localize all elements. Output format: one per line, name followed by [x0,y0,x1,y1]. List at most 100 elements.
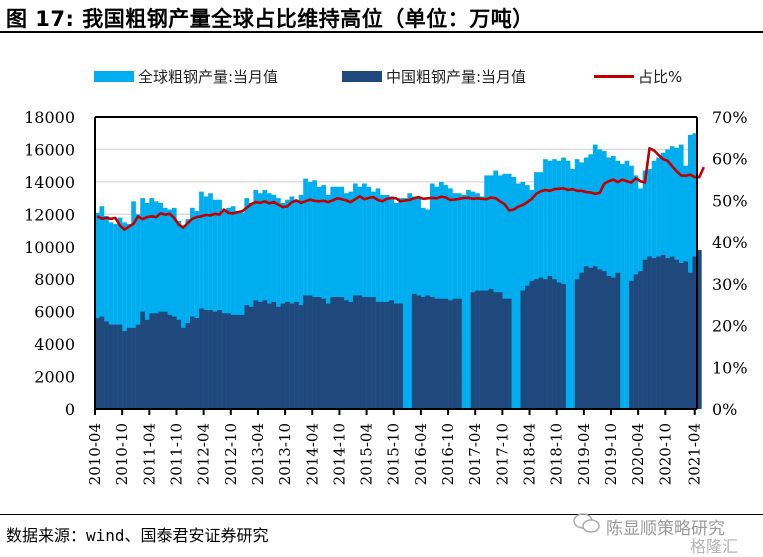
watermark-account: 陈显顺策略研究 [606,519,725,539]
bar-global [190,207,195,409]
axes [94,116,698,410]
x-tick-label: 2020-10 [656,423,674,485]
bar-global [162,207,168,409]
bar-global [149,198,154,409]
wechat-icon [573,513,600,533]
bar-global [493,170,498,409]
bar-global [244,198,250,409]
bar-china [579,272,584,409]
bar-global [506,173,512,409]
bar-china [583,266,589,409]
bar-china [638,271,643,409]
bar-global [176,220,182,409]
x-tick-label: 2011-10 [167,423,185,485]
legend-label-china: 中国粗钢产量:当月值 [386,68,527,86]
legend-item-share: 占比% [594,66,682,87]
bar-china [497,292,503,409]
bar-china [488,288,494,409]
bar-china [669,256,675,409]
bar-china [199,308,204,409]
bar-china [289,303,295,409]
bar-global [620,164,625,409]
bar-global [402,198,408,409]
bar-global [289,196,295,409]
bar-global [407,193,412,409]
bar-china [601,271,607,409]
bar-global [212,199,218,409]
y-left-tick-label: 18000 [24,108,75,127]
bar-china [294,301,299,409]
bar-china [217,310,222,409]
bar-china [316,297,322,409]
bar-global [194,211,200,409]
bar-global [511,177,517,409]
legend-label-share: 占比% [638,68,683,86]
bar-global [248,202,254,409]
y-left-tick-label: 12000 [24,205,75,224]
x-tick-label: 2011-04 [140,423,158,485]
bar-china [375,301,381,409]
bar-global [312,180,317,409]
y-left-tick-label: 4000 [34,335,75,354]
bar-global [135,214,141,409]
bar-china [633,274,639,409]
x-tick-label: 2017-10 [493,423,511,485]
bar-china [597,269,603,409]
bar-global [95,212,100,409]
y-right-tick-label: 70% [712,108,748,127]
bar-china [253,300,259,409]
bar-china [429,297,435,409]
bar-china [475,290,480,409]
bar-china [117,324,123,409]
bar-global [153,201,159,409]
legend-swatch-china [342,71,382,82]
bar-china [95,318,100,409]
bar-china [135,324,141,409]
y-right-tick-label: 20% [712,317,748,336]
bar-china [303,295,308,409]
x-tick-label: 2018-10 [548,423,566,485]
y-left-tick-label: 2000 [34,368,75,387]
bar-china [561,284,566,409]
bar-china [606,275,612,409]
bar-global [239,212,245,409]
y-right-tick-label: 30% [712,275,748,294]
bar-global [171,207,177,409]
share-line [96,147,705,231]
bar-global [113,224,118,409]
bar-global [108,222,114,409]
chart-canvas: 0 2000 4000 6000 8000 10000 12000 14000 16000 180… [24,108,748,485]
bar-china [271,301,277,409]
bar-china [543,279,548,409]
bar-china [312,297,317,409]
bar-china [534,279,539,409]
bar-china [384,301,390,409]
bar-china [380,301,385,409]
bar-global [502,173,508,409]
bar-china [153,313,159,409]
bar-china [665,258,670,409]
bar-china [443,298,449,409]
bar-china [140,311,145,409]
bar-global [325,194,331,409]
bar-china [325,303,331,409]
bar-china [448,300,453,409]
bar-china [362,297,367,409]
bar-china [122,331,127,409]
bar-china [262,300,268,409]
bar-global [303,178,308,409]
bar-china [588,267,594,409]
y-right-tick-label: 0% [712,400,737,419]
bar-china [221,313,227,409]
bar-global [443,185,449,409]
y-left-tick-label: 6000 [34,303,75,322]
legend-item-global: 全球粗钢产量:当月值 [94,66,278,87]
x-tick-label: 2016-04 [412,423,430,485]
bar-china [615,272,621,409]
bar-china [149,313,154,409]
bar-china [592,266,598,409]
bar-china [208,310,213,409]
bar-global [624,160,630,409]
title-rule [0,31,763,33]
x-tick-label: 2015-04 [358,423,376,485]
